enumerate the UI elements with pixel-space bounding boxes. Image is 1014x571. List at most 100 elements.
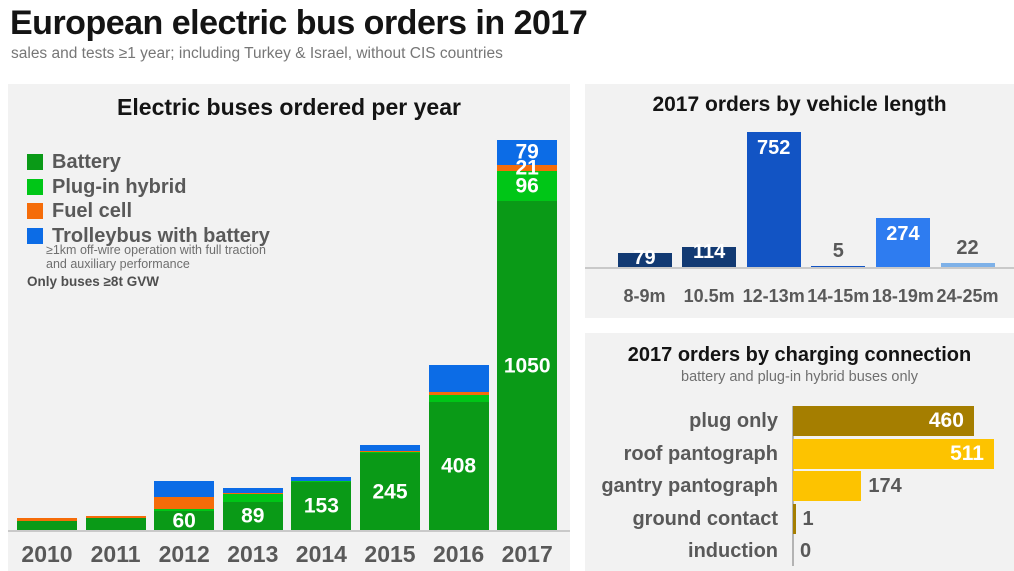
bar-segment-battery: 408 xyxy=(428,402,489,530)
trolleybus-note: ≥1km off-wire operation with full tracti… xyxy=(46,243,266,272)
x-tick-2014: 2014 xyxy=(295,541,347,567)
bar-value-label: 22 xyxy=(956,237,979,260)
panel-orders-per-year: Electric buses ordered per year Battery … xyxy=(8,84,570,571)
chart1-title: Electric buses ordered per year xyxy=(117,94,461,120)
bar-segment-trolleybus-with-battery xyxy=(428,365,489,392)
bar-segment-plug-in-hybrid xyxy=(154,509,215,512)
bar-value-label: 1050 xyxy=(503,354,551,378)
bar-value-label: 153 xyxy=(303,494,339,518)
bar-value-label: 274 xyxy=(886,222,920,245)
gvw-footnote: Only buses ≥8t GVW xyxy=(27,274,159,289)
legend-item-trolleybus: Trolleybus with battery xyxy=(27,224,270,248)
trolleybus-note-line1: ≥1km off-wire operation with full tracti… xyxy=(46,243,266,257)
bar-18-19m xyxy=(875,217,930,267)
bar-value-label: 752 xyxy=(757,137,791,159)
legend-label-fuel-cell: Fuel cell xyxy=(52,199,133,222)
fuel-cell-swatch-icon xyxy=(27,203,43,219)
bar-segment-plug-in-hybrid: 96 xyxy=(497,171,558,202)
bar-segment-plug-in-hybrid xyxy=(291,480,352,483)
row-label-plug-only: plug only xyxy=(689,410,778,432)
bar-segment-fuel-cell xyxy=(17,517,77,521)
bar-gantry-pantograph xyxy=(793,471,862,502)
chart3-y-axis xyxy=(792,406,794,567)
bar-segment-trolleybus-with-battery xyxy=(154,480,215,498)
row-label-roof-pantograph: roof pantograph xyxy=(623,442,778,465)
bar-value-label: 1 xyxy=(802,507,814,530)
bar-segment-fuel-cell xyxy=(428,392,489,395)
chart2-plot: 79 8-9m 114 10.5m 752 12-13m 5 14-15m 274 18-19m 2… xyxy=(585,84,1014,318)
chart2-x-axis xyxy=(585,267,1014,269)
legend-item-plug-in-hybrid: Plug-in hybrid xyxy=(27,175,186,199)
x-tick-14-15m: 14-15m xyxy=(807,286,870,306)
bar-value-label: 96 xyxy=(515,174,539,198)
x-tick-18-19m: 18-19m xyxy=(871,286,934,306)
x-tick-2015: 2015 xyxy=(364,541,416,567)
x-tick-2017: 2017 xyxy=(501,541,553,567)
bar-value-label: 79 xyxy=(633,246,656,269)
legend-label-battery: Battery xyxy=(52,150,121,173)
bar-value-label: 460 xyxy=(928,409,964,432)
bar-10.5m xyxy=(682,246,737,267)
bar-value-label: 114 xyxy=(692,240,726,263)
chart1-plot: 2010 2011 60 2012 89 2013 153 2014 245 2015 408 201… xyxy=(8,84,570,571)
row-label-gantry-pantograph: gantry pantograph xyxy=(601,475,778,498)
bar-segment-fuel-cell: 21 xyxy=(497,157,558,178)
x-tick-8-9m: 8-9m xyxy=(623,286,666,306)
plug-in-hybrid-swatch-icon xyxy=(27,179,43,195)
x-tick-2016: 2016 xyxy=(433,541,485,567)
bar-segment-battery: 1050 xyxy=(497,201,558,530)
bar-segment-battery: 153 xyxy=(291,482,352,530)
x-tick-10.5m: 10.5m xyxy=(683,286,735,306)
bar-8-9m xyxy=(617,252,672,267)
battery-swatch-icon xyxy=(27,154,43,170)
bar-segment-battery xyxy=(85,518,146,530)
bar-value-label: 79 xyxy=(515,140,539,164)
bar-value-label: 0 xyxy=(800,540,812,563)
bar-value-label: 511 xyxy=(950,441,984,465)
x-tick-2010: 2010 xyxy=(21,541,73,567)
bar-value-label: 174 xyxy=(868,475,902,498)
bar-segment-battery: 245 xyxy=(360,453,420,530)
legend-item-fuel-cell: Fuel cell xyxy=(27,199,132,223)
bar-segment-fuel-cell xyxy=(85,516,146,519)
bar-segment-trolleybus-with-battery xyxy=(291,477,352,481)
bar-segment-trolleybus-with-battery xyxy=(222,488,283,493)
x-tick-24-25m: 24-25m xyxy=(936,286,999,306)
chart1-x-axis xyxy=(8,530,570,532)
x-tick-2013: 2013 xyxy=(227,541,279,567)
bar-value-label: 408 xyxy=(441,454,477,478)
bar-segment-trolleybus-with-battery xyxy=(360,444,420,451)
bar-12-13m xyxy=(746,132,801,267)
row-label-ground-contact: ground contact xyxy=(632,507,778,530)
page-subtitle: sales and tests ≥1 year; including Turke… xyxy=(11,45,503,62)
x-tick-2012: 2012 xyxy=(158,541,210,567)
bar-segment-fuel-cell xyxy=(222,492,283,495)
bar-24-25m xyxy=(940,263,995,267)
chart3-title: 2017 orders by charging connection xyxy=(627,344,972,366)
bar-segment-battery: 89 xyxy=(222,502,283,530)
row-label-induction: induction xyxy=(688,540,778,563)
bar-value-label: 60 xyxy=(172,509,196,533)
x-tick-2011: 2011 xyxy=(90,541,141,567)
chart3-plot: plug only 460 roof pantograph 511 gantry pan… xyxy=(585,333,1014,571)
trolleybus-note-line2: and auxiliary performance xyxy=(46,256,190,271)
bar-plug-only: 460 xyxy=(793,406,974,436)
panel-vehicle-length: 2017 orders by vehicle length 79 8-9m 114 1… xyxy=(585,84,1014,318)
bar-ground-contact xyxy=(793,503,796,534)
panel-charging-connection: 2017 orders by charging connection batte… xyxy=(585,333,1014,571)
bar-segment-battery: 60 xyxy=(154,509,215,533)
bar-14-15m xyxy=(811,266,866,267)
bar-segment-fuel-cell xyxy=(360,450,420,452)
bar-segment-battery xyxy=(17,520,77,530)
bar-segment-plug-in-hybrid xyxy=(360,451,420,454)
bar-segment-trolleybus-with-battery: 79 xyxy=(497,140,558,165)
bar-value-label: 5 xyxy=(832,240,844,262)
bar-segment-plug-in-hybrid xyxy=(222,494,283,503)
trolleybus-swatch-icon xyxy=(27,228,43,244)
bar-value-label: 89 xyxy=(241,504,265,528)
bar-value-label: 21 xyxy=(515,156,539,180)
x-tick-12-13m: 12-13m xyxy=(742,286,805,306)
page-title: European electric bus orders in 2017 xyxy=(10,4,588,42)
chart3-subtitle: battery and plug-in hybrid buses only xyxy=(681,369,918,385)
